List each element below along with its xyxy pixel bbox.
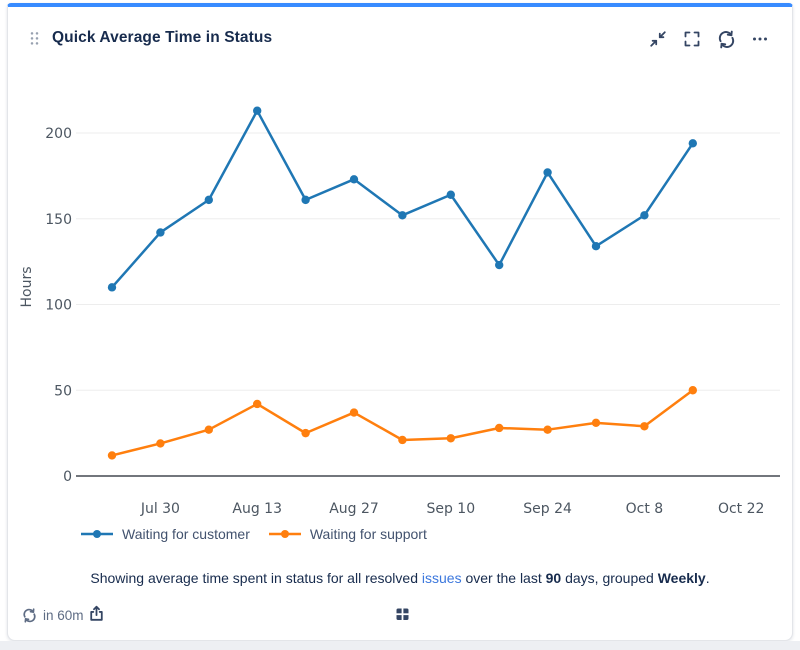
legend-marker-waiting-for-customer <box>81 530 113 538</box>
collapse-icon <box>650 31 666 47</box>
collapse-button[interactable] <box>648 29 668 49</box>
chart-legend: Waiting for customer Waiting for support <box>80 526 427 542</box>
next-widgets-edge <box>0 641 800 650</box>
more-options-button[interactable] <box>750 29 770 49</box>
chart-description: Showing average time spent in status for… <box>0 570 800 586</box>
gadget-header: Quick Average Time in Status <box>30 29 272 47</box>
refresh-button[interactable] <box>716 29 736 49</box>
more-options-icon <box>753 37 767 41</box>
fullscreen-icon <box>684 31 700 47</box>
footer-bold-text: 90 <box>545 570 562 586</box>
footer-text-segment: Showing average time spent in status for… <box>90 570 422 586</box>
legend-label: Waiting for support <box>309 526 427 542</box>
footer-bold-text: Weekly <box>657 570 706 586</box>
refresh-countdown-label: in 60m <box>43 608 84 623</box>
legend-item-waiting-for-customer[interactable]: Waiting for customer <box>80 526 250 542</box>
footer-text-segment: . <box>705 570 710 586</box>
refresh-timer-icon <box>23 608 36 623</box>
legend-label: Waiting for customer <box>122 526 250 542</box>
grid-icon <box>396 608 408 620</box>
gadget-actions <box>648 29 770 49</box>
grid-view-button[interactable] <box>392 604 412 624</box>
footer-text-segment: over the last <box>461 570 546 586</box>
drag-handle-icon[interactable] <box>30 31 39 46</box>
gadget-title: Quick Average Time in Status <box>52 29 273 46</box>
refresh-countdown: in 60m <box>22 608 84 623</box>
fullscreen-button[interactable] <box>682 29 702 49</box>
legend-item-waiting-for-support[interactable]: Waiting for support <box>268 526 427 542</box>
gadget-card <box>7 3 793 641</box>
share-button[interactable] <box>86 603 106 623</box>
issues-link[interactable]: issues <box>421 570 462 586</box>
drag-handle-dots <box>30 31 39 45</box>
legend-marker-waiting-for-support <box>268 530 301 538</box>
refresh-icon <box>718 30 734 48</box>
footer-text-segment: days, grouped <box>561 570 658 586</box>
share-icon <box>89 605 103 621</box>
